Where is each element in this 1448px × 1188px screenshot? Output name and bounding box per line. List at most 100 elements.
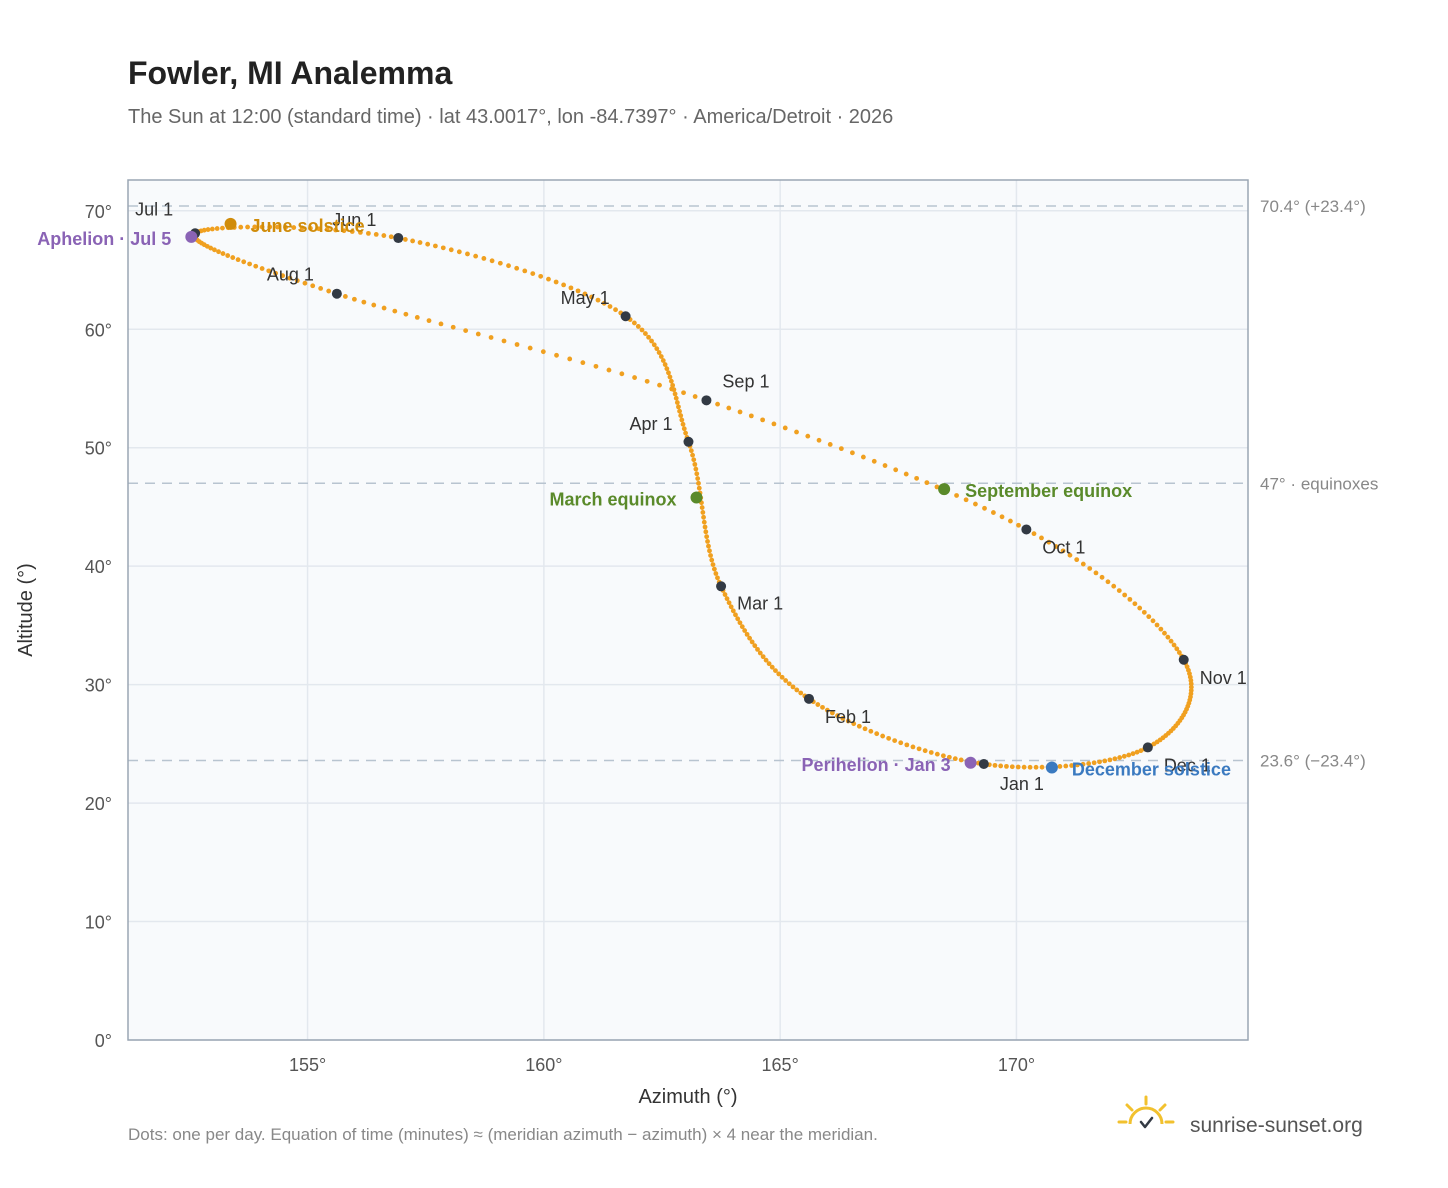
daily-dot [748,413,754,419]
daily-dot [946,754,952,760]
daily-dot [708,553,713,558]
daily-dot [928,750,934,755]
daily-dot [683,430,688,436]
daily-dot [673,395,679,401]
reference-line-label: 47° · equinoxes [1260,474,1378,493]
brand-name[interactable]: sunrise-sunset.org [1190,1114,1363,1137]
daily-dot [1027,764,1033,770]
daily-dot [728,604,734,610]
daily-dot [667,374,673,380]
daily-dot [757,650,763,656]
daily-dot [567,356,573,362]
daily-dot [1087,566,1093,571]
daily-dot [657,382,662,388]
daily-dot [1165,634,1171,640]
daily-dot [318,285,324,291]
daily-dot [214,226,220,231]
daily-dot [554,352,559,358]
event-marker [185,230,198,243]
daily-dot [283,224,289,230]
daily-dot [259,266,265,271]
daily-dot [245,224,250,230]
month-marker [701,395,712,406]
daily-dot [266,268,272,274]
daily-dot [361,299,367,305]
daily-dot [465,251,470,257]
month-label: Sep 1 [722,371,769,391]
daily-dot [680,421,686,427]
daily-dot [388,234,394,240]
event-label: Perihelion · Jan 3 [802,755,951,775]
month-label: Jan 1 [1000,774,1044,794]
daily-dot [733,612,738,618]
daily-dot [216,249,221,255]
daily-dot [417,240,423,245]
daily-dot [1009,764,1015,770]
daily-dot [755,646,760,652]
daily-dot [713,571,719,576]
daily-dot [220,225,225,231]
daily-dot [381,305,387,311]
daily-dot [1126,752,1132,758]
daily-dot [1093,570,1099,576]
daily-dot [1074,557,1080,563]
daily-dot [475,331,481,337]
daily-dot [1112,756,1118,762]
daily-dot [606,367,612,373]
month-label: Apr 1 [629,414,672,434]
daily-dot [726,405,732,411]
daily-dot [722,592,728,597]
daily-dot [782,425,788,431]
month-marker [393,233,404,244]
daily-dot [724,596,730,602]
y-tick-label: 50° [85,439,112,459]
daily-dot [366,230,371,236]
daily-dot [538,273,544,279]
month-marker [716,581,727,592]
chart-title: Fowler, MI Analemma [128,55,452,91]
daily-dot [530,271,536,276]
daily-dot [835,713,840,719]
daily-dot [693,466,699,472]
plot-area [128,180,1248,1040]
daily-dot [1053,544,1059,549]
daily-dot [302,280,308,286]
x-tick-label: 165° [762,1055,799,1075]
daily-dot [688,448,694,454]
daily-dot [425,241,431,247]
daily-dot [506,263,511,269]
daily-dot [205,227,211,232]
daily-dot [1033,764,1039,770]
month-marker [683,436,694,447]
daily-dot [783,678,789,683]
daily-dot [402,237,408,242]
daily-dot [699,505,705,510]
daily-dot [220,251,226,256]
y-tick-label: 30° [85,676,112,696]
daily-dot [1016,522,1021,528]
month-marker [803,693,814,704]
daily-dot [805,433,811,439]
month-label: Dec 1 [1164,755,1211,775]
daily-dot [291,225,297,230]
daily-dot [656,350,662,355]
daily-dot [580,360,586,366]
daily-dot [701,514,706,520]
daily-dot [898,740,904,746]
daily-dot [886,735,892,741]
daily-dot [739,624,745,630]
daily-dot [358,230,363,235]
daily-dot [1116,588,1122,593]
month-marker [1021,524,1032,535]
x-tick-label: 160° [525,1055,562,1075]
daily-dot [1174,646,1180,652]
daily-dot [1121,753,1127,759]
daily-dot [1134,749,1140,755]
daily-dot [773,668,778,673]
daily-dot [522,268,528,274]
daily-dot [707,548,712,554]
daily-dot [692,394,698,399]
reference-line-label: 70.4° (+23.4°) [1260,197,1366,216]
daily-dot [238,224,244,230]
